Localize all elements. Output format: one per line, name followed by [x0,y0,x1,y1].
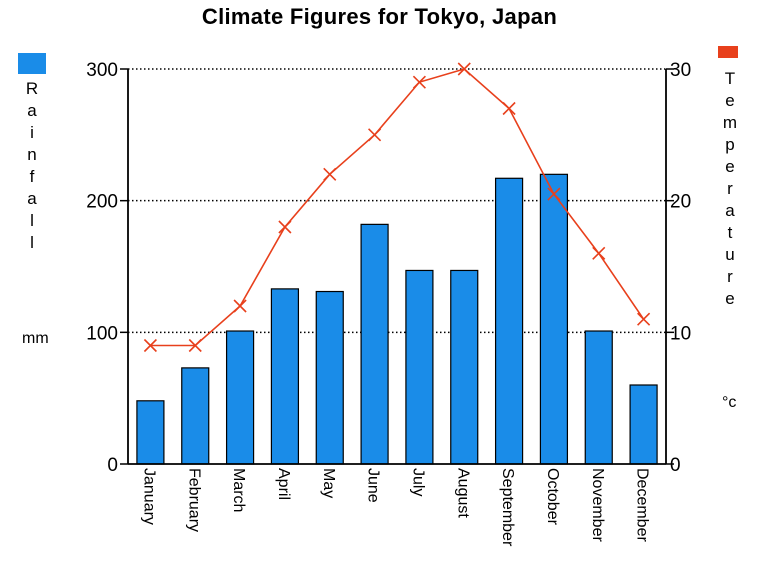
category-label: November [589,468,606,542]
category-label: January [140,468,157,525]
rainfall-bar [137,401,164,464]
category-label: July [409,468,426,496]
temperature-point [234,300,246,312]
left-tick-label: 0 [107,455,118,476]
temperature-point [413,76,425,88]
category-label: February [185,468,202,532]
right-tick-label: 30 [670,60,691,81]
rainfall-bar [182,368,209,464]
temperature-point [638,313,650,325]
right-tick-label: 0 [670,455,681,476]
category-label: May [320,468,337,498]
rainfall-bar [451,270,478,464]
left-tick-label: 100 [86,323,118,344]
rainfall-bar [406,270,433,464]
category-label: December [634,468,651,542]
temperature-point [279,221,291,233]
rainfall-bar [540,174,567,464]
left-tick-label: 200 [86,192,118,213]
rainfall-bar [585,331,612,464]
category-label: June [365,468,382,503]
rainfall-bar [361,224,388,464]
right-tick-label: 20 [670,192,691,213]
temperature-line [150,69,643,346]
left-tick-label: 300 [86,60,118,81]
category-label: April [275,468,292,500]
rainfall-bar [271,289,298,464]
rainfall-bar [630,385,657,464]
temperature-point [503,103,515,115]
right-tick-label: 10 [670,323,691,344]
rainfall-bar [316,292,343,464]
category-label: September [499,468,516,547]
category-label: August [454,468,471,518]
rainfall-bar [227,331,254,464]
category-label: March [230,468,247,512]
rainfall-bar [496,178,523,464]
temperature-point [324,168,336,180]
temperature-point [369,129,381,141]
category-label: October [544,468,561,526]
temperature-point [593,247,605,259]
